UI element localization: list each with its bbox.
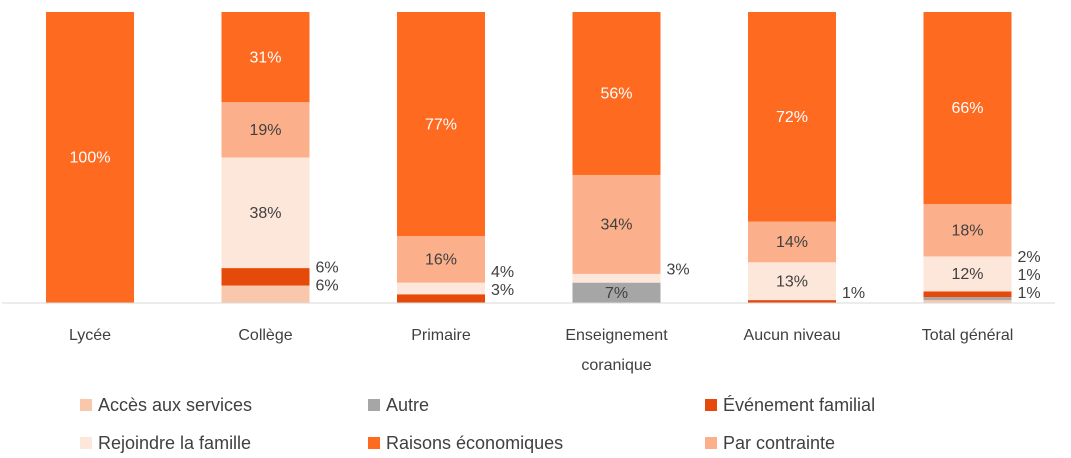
bar-segment (923, 291, 1012, 298)
legend-label: Accès aux services (98, 395, 252, 415)
data-label: 56% (600, 86, 632, 103)
legend-label: Par contrainte (723, 433, 835, 453)
bar-segment (572, 174, 661, 274)
bar-segment (923, 300, 1012, 303)
data-label: 31% (249, 49, 281, 66)
bar-segment (221, 285, 310, 303)
x-tick-label: Primaire (411, 327, 471, 344)
bar-segment (397, 282, 485, 295)
legend-label: Raisons économiques (386, 433, 563, 453)
legend-label: Événement familial (723, 395, 875, 415)
data-label: 14% (776, 234, 808, 251)
data-label: 38% (249, 205, 281, 222)
bar-segment (748, 262, 836, 301)
bar-segment (397, 236, 485, 283)
data-label: 100% (70, 150, 111, 167)
bar-segment (572, 12, 661, 175)
data-label: 1% (1018, 267, 1041, 284)
data-label: 6% (316, 277, 339, 294)
data-label: 7% (605, 285, 628, 302)
x-tick-label: Aucun niveau (744, 327, 841, 344)
bar-segment (572, 273, 661, 283)
x-tick-label: Collège (238, 327, 292, 344)
data-label: 34% (600, 217, 632, 234)
bar-segment (221, 12, 310, 103)
data-label: 1% (842, 285, 865, 302)
bar-segment (221, 268, 310, 286)
legend-swatch (80, 437, 92, 449)
bar-segment (923, 204, 1012, 257)
bar-segment (923, 12, 1012, 205)
bar-segment (397, 12, 485, 237)
legend-swatch (705, 399, 717, 411)
legend-swatch (705, 437, 717, 449)
bar-segment (923, 297, 1012, 301)
bar-segment (221, 102, 310, 158)
data-label: 16% (425, 252, 457, 269)
legend-swatch (80, 399, 92, 411)
data-label: 66% (951, 100, 983, 117)
legend-label: Rejoindre la famille (98, 433, 251, 453)
data-label: 1% (1018, 285, 1041, 302)
bar-segment (923, 256, 1012, 292)
bar-segment (748, 221, 836, 263)
legend-swatch (368, 399, 380, 411)
bar-segment (572, 282, 661, 303)
data-label: 12% (951, 266, 983, 283)
x-tick-label: Lycée (69, 327, 111, 344)
bar-segment (397, 294, 485, 303)
x-tick-label: Enseignement coranique (565, 327, 668, 374)
bar-segment (748, 300, 836, 303)
data-label: 2% (1018, 249, 1041, 266)
data-label: 4% (491, 264, 514, 281)
data-label: 18% (951, 222, 983, 239)
data-label: 72% (776, 109, 808, 126)
legend-label: Autre (386, 395, 429, 415)
x-tick-label: Total général (922, 327, 1014, 344)
legend-swatch (368, 437, 380, 449)
data-label: 3% (491, 282, 514, 299)
data-label: 19% (249, 122, 281, 139)
bar-segment (748, 12, 836, 222)
data-label: 77% (425, 116, 457, 133)
data-label: 3% (667, 261, 690, 278)
bar-segment (221, 157, 310, 269)
data-label: 6% (316, 259, 339, 276)
bar-segment (46, 12, 134, 303)
data-label: 13% (776, 273, 808, 290)
